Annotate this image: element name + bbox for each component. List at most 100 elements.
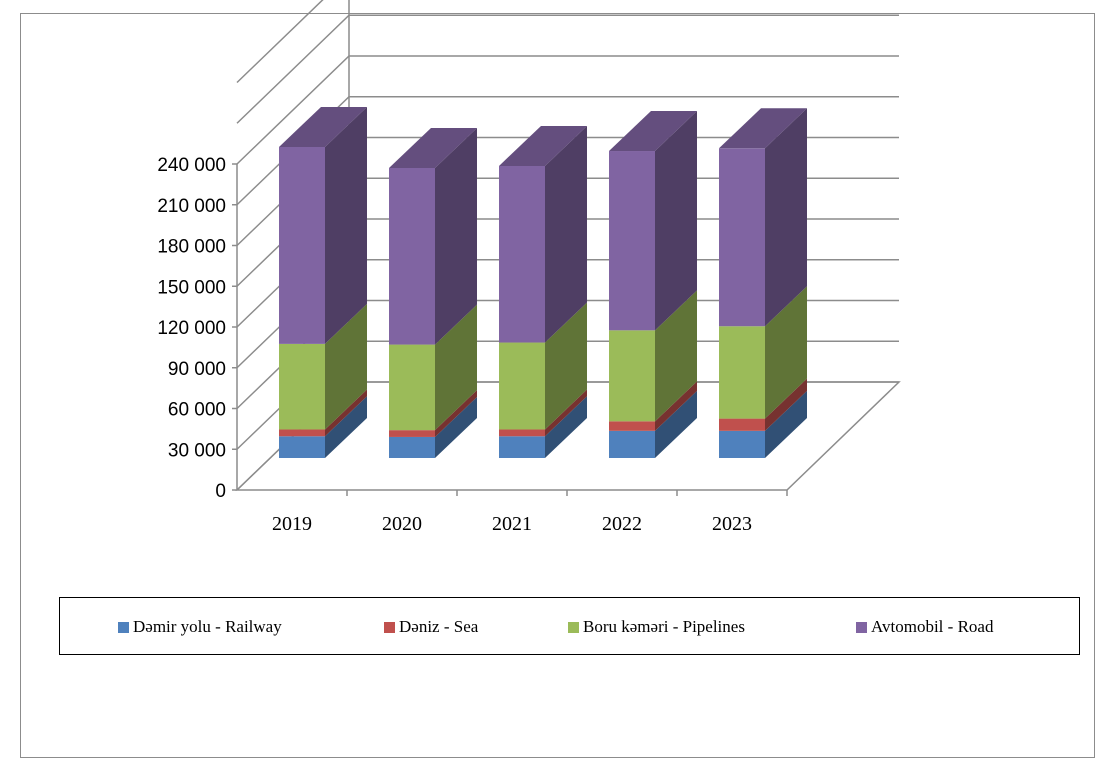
bar-segment-dəmir-2022	[609, 390, 697, 458]
bar-front	[279, 429, 325, 437]
legend-swatch-sea	[384, 621, 395, 633]
legend-item-pipelines: Boru kəməri - Pipelines	[568, 617, 745, 637]
bar-front	[719, 418, 765, 431]
legend-item-railway: Dəmir yolu - Railway	[118, 617, 282, 637]
gridline	[236, 0, 324, 84]
legend-item-sea: Dəniz - Sea	[384, 617, 478, 637]
bar-front	[609, 430, 655, 458]
bar-side	[765, 390, 807, 458]
bar-side	[545, 389, 587, 437]
gridline	[236, 55, 899, 165]
bar-segment-avtomobil-2023	[719, 108, 807, 327]
bar-top	[389, 127, 477, 168]
bar-segment-dəniz-2023	[719, 378, 807, 431]
bar-side	[435, 390, 477, 437]
bar-segment-avtomobil-2020	[389, 127, 477, 345]
bar-segment-avtomobil-2022	[609, 111, 697, 331]
x-tick-label: 2022	[602, 513, 642, 535]
bar-front	[389, 167, 435, 345]
bar-front	[389, 430, 435, 437]
bar-side	[545, 302, 587, 430]
bar-segment-dəmir-2020	[389, 396, 477, 458]
bar-front	[499, 429, 545, 437]
bar-front	[389, 436, 435, 458]
y-tick-label: 150 000	[157, 277, 226, 298]
y-tick-label: 240 000	[157, 155, 226, 176]
bar-segment-avtomobil-2019	[279, 106, 367, 344]
bar-segment-boru-2019	[279, 303, 367, 430]
bar-front	[279, 343, 325, 430]
x-tick-label: 2019	[272, 513, 312, 535]
bar-side	[435, 304, 477, 431]
bar-front	[499, 342, 545, 430]
bar-segment-dəmir-2021	[499, 396, 587, 458]
bar-segment-dəniz-2021	[499, 389, 587, 437]
bar-side	[435, 127, 477, 345]
y-tick-label: 210 000	[157, 196, 226, 217]
gridline	[236, 14, 899, 124]
bar-side	[655, 381, 697, 431]
bar-segment-dəniz-2019	[279, 389, 367, 437]
bar-side	[325, 303, 367, 430]
bar-front	[499, 436, 545, 458]
bar-segment-boru-2021	[499, 302, 587, 430]
bar-side	[655, 290, 697, 422]
bar-front	[719, 430, 765, 458]
bar-side	[545, 125, 587, 343]
legend-label-railway: Dəmir yolu - Railway	[133, 617, 282, 636]
legend-label-sea: Dəniz - Sea	[399, 617, 479, 636]
legend-swatch-road	[856, 621, 867, 633]
y-axis-ticks: 0 30 000 60 000 90 000 120 000 150 000 180 000…	[157, 155, 237, 502]
bar-side	[765, 108, 807, 327]
bar-front	[609, 330, 655, 422]
bar-segment-boru-2023	[719, 286, 807, 419]
x-axis-ticks: 2019 2020 2021 2022 2023	[272, 490, 788, 535]
bar-top	[279, 106, 367, 147]
bar-segment-dəniz-2022	[609, 381, 697, 431]
bar-front	[609, 151, 655, 331]
bar-side	[655, 111, 697, 331]
legend-label-road: Avtomobil - Road	[871, 617, 994, 636]
bar-segment-boru-2022	[609, 290, 697, 422]
bar-segment-boru-2020	[389, 304, 477, 431]
y-tick-label: 0	[215, 481, 226, 502]
bar-side	[325, 106, 367, 344]
legend-swatch-railway	[118, 621, 129, 633]
bar-side	[435, 396, 477, 458]
bar-front	[719, 326, 765, 419]
legend-label-pipelines: Boru kəməri - Pipelines	[583, 617, 745, 636]
bar-side	[325, 396, 367, 458]
bar-front	[279, 146, 325, 344]
y-tick-label: 180 000	[157, 237, 226, 258]
bar-segment-dəmir-2019	[279, 396, 367, 458]
y-tick-label: 90 000	[168, 359, 226, 380]
bar-segment-dəmir-2023	[719, 390, 807, 458]
bar-front	[279, 436, 325, 458]
x-tick-label: 2020	[382, 513, 422, 535]
y-tick-label: 30 000	[168, 440, 226, 461]
x-tick-label: 2021	[492, 513, 532, 535]
bars	[279, 106, 807, 458]
gridline	[236, 96, 899, 206]
bar-segment-dəniz-2020	[389, 390, 477, 437]
x-tick-label: 2023	[712, 513, 752, 535]
bar-side	[325, 389, 367, 437]
y-tick-label: 120 000	[157, 318, 226, 339]
bar-front	[609, 421, 655, 431]
bar-side	[655, 390, 697, 458]
bar-top	[609, 111, 697, 152]
bar-segment-avtomobil-2021	[499, 125, 587, 343]
bar-top	[499, 125, 587, 166]
legend: Dəmir yolu - Railway Dəniz - Sea Boru kə…	[59, 597, 1080, 655]
bar-side	[545, 396, 587, 458]
legend-item-road: Avtomobil - Road	[856, 617, 993, 637]
bar-front	[499, 165, 545, 343]
y-tick-label: 60 000	[168, 400, 226, 421]
bar-side	[765, 378, 807, 431]
bar-front	[719, 148, 765, 327]
bar-side	[765, 286, 807, 419]
legend-swatch-pipelines	[568, 621, 579, 633]
bar-top	[719, 108, 807, 149]
bar-front	[389, 344, 435, 431]
